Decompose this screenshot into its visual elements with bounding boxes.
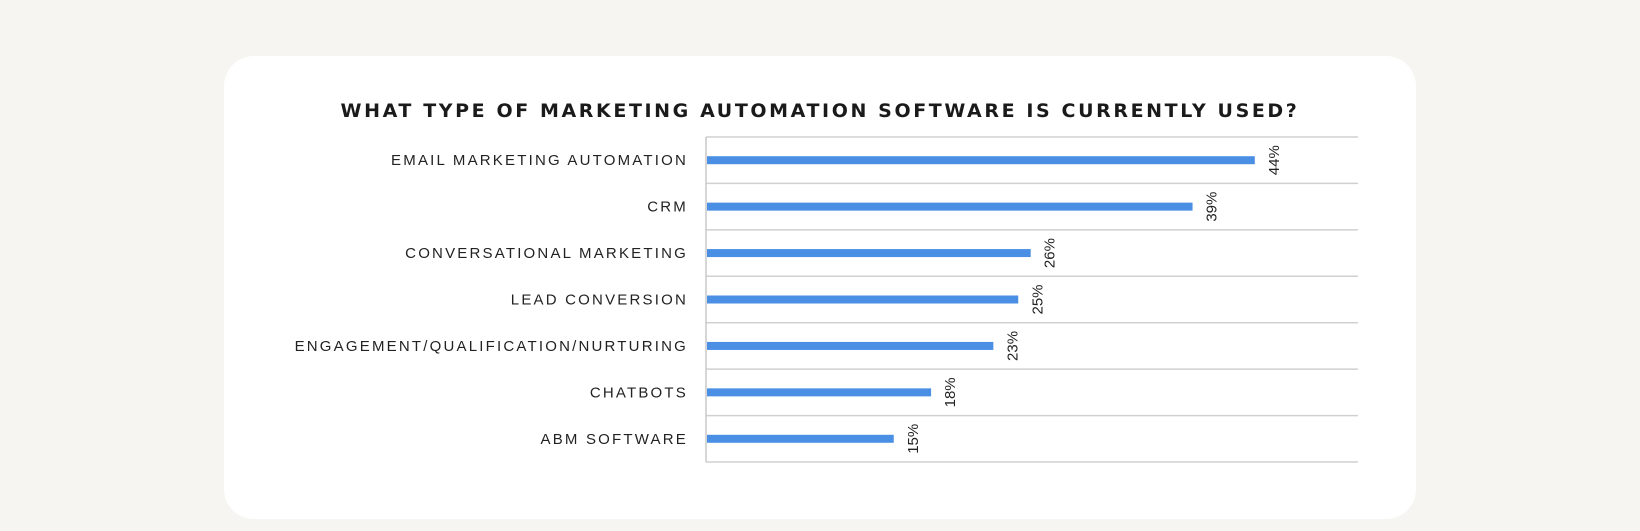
- data-label: 23%: [1004, 331, 1021, 361]
- category-label: LEAD CONVERSION: [511, 292, 688, 309]
- chart-title: WHAT TYPE OF MARKETING AUTOMATION SOFTWA…: [340, 100, 1300, 122]
- category-label: ENGAGEMENT/QUALIFICATION/NURTURING: [295, 338, 688, 355]
- data-label: 44%: [1266, 145, 1283, 175]
- bar: [707, 388, 932, 397]
- data-label: 39%: [1204, 192, 1221, 222]
- data-label: 25%: [1029, 284, 1046, 314]
- bar: [707, 202, 1193, 211]
- data-label: 18%: [942, 377, 959, 407]
- category-label: CONVERSATIONAL MARKETING: [405, 245, 688, 262]
- category-label: CHATBOTS: [590, 384, 688, 401]
- bar: [707, 295, 1019, 304]
- data-label: 15%: [905, 424, 922, 454]
- bar: [707, 249, 1031, 258]
- bar: [707, 156, 1255, 165]
- category-label: EMAIL MARKETING AUTOMATION: [391, 152, 688, 169]
- category-label: CRM: [647, 199, 688, 216]
- bar: [707, 341, 994, 350]
- bar: [707, 434, 894, 443]
- data-label: 26%: [1042, 238, 1059, 268]
- category-label: ABM SOFTWARE: [540, 431, 688, 448]
